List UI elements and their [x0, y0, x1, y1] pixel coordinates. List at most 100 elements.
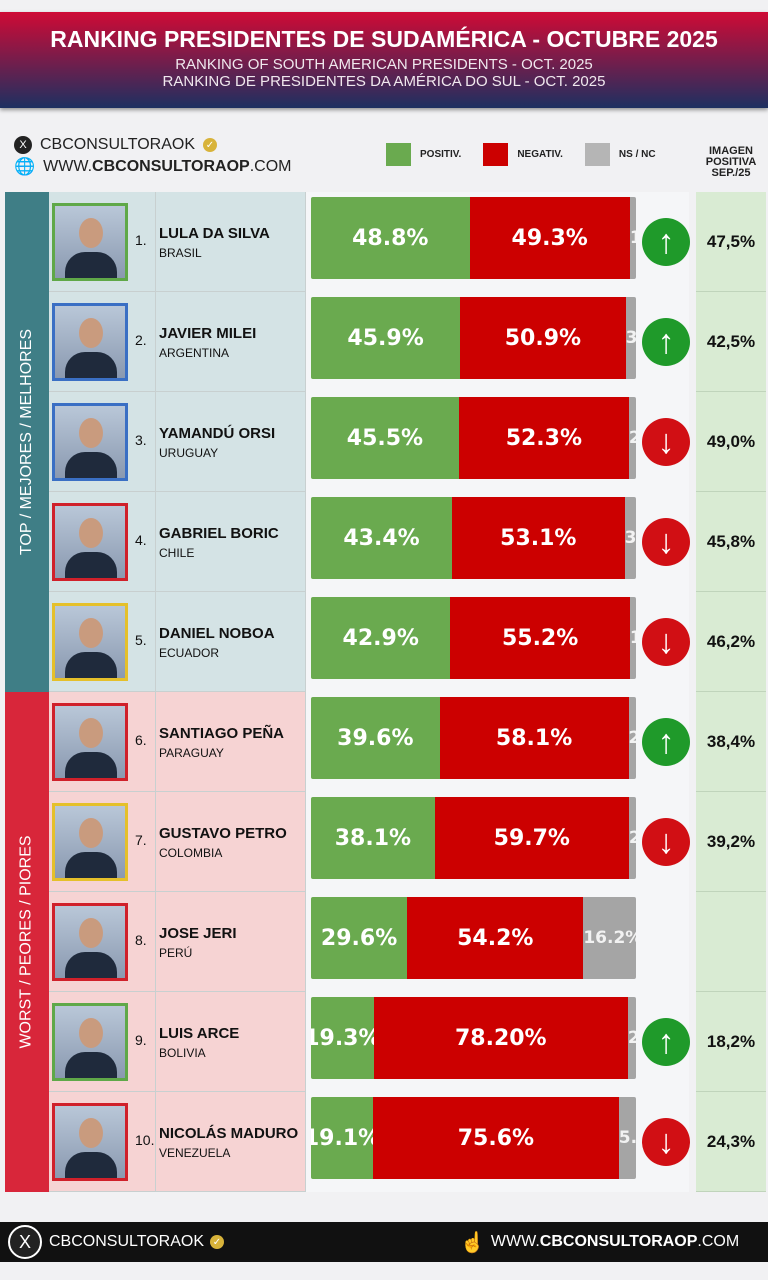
bar-positive: 45.5% — [311, 397, 459, 479]
previous-positive-image: 49,0% — [696, 392, 766, 492]
rank-number: 10. — [135, 1132, 155, 1148]
bar-negative: 55.2% — [450, 597, 630, 679]
president-name: LUIS ARCE — [159, 1025, 240, 1042]
x-logo-icon: X — [14, 136, 32, 154]
label-nsnc: 1.9% — [629, 628, 636, 648]
label-negative: 78.20% — [454, 1025, 547, 1051]
label-nsnc: 2.5% — [627, 1028, 636, 1048]
approval-bar: 45.5% 52.3% 2.2% — [311, 397, 636, 479]
bar-nsnc: 2.5% — [627, 997, 636, 1079]
label-negative: 55.2% — [501, 625, 579, 651]
bar-nsnc: 16.2% — [583, 897, 636, 979]
rank-number: 7. — [135, 832, 147, 848]
previous-positive-image: 39,2% — [696, 792, 766, 892]
bar-negative: 53.1% — [452, 497, 625, 579]
legend-swatch-positive — [386, 143, 411, 166]
bar-nsnc: 2.2% — [628, 397, 636, 479]
country: BRASIL — [159, 246, 202, 260]
verified-icon: ✓ — [210, 1235, 224, 1249]
approval-bar: 39.6% 58.1% 2.3% — [311, 697, 636, 779]
label-nsnc: 5.3% — [618, 1128, 636, 1148]
legend-nsnc: NS / NC — [618, 149, 656, 160]
label-positive: 29.6% — [320, 925, 398, 951]
bar-negative: 59.7% — [434, 797, 629, 879]
president-name: GUSTAVO PETRO — [159, 825, 287, 842]
legend-swatch-negative — [483, 143, 509, 166]
label-nsnc: 2.2% — [628, 828, 636, 848]
website-link[interactable]: WWW.CBCONSULTORAOP.COM — [43, 158, 292, 175]
president-name: JAVIER MILEI — [159, 325, 257, 342]
approval-bar: 29.6% 54.2% 16.2% — [311, 897, 636, 979]
group-top-label: TOP / MEJORES / MELHORES — [5, 192, 49, 692]
verified-icon: ✓ — [203, 138, 217, 152]
bar-nsnc: 3.5% — [624, 497, 636, 579]
table-row: 6. SANTIAGO PEÑA PARAGUAY 39.6% 58.1% 2.3… — [49, 692, 768, 792]
legend-negative: NEGATIV. — [517, 149, 563, 160]
x-handle[interactable]: CBCONSULTORAOK — [40, 136, 195, 153]
trend-down-icon: ↓ — [642, 418, 690, 466]
president-photo — [52, 403, 128, 481]
country: VENEZUELA — [159, 1146, 231, 1160]
rank-number: 1. — [135, 232, 147, 248]
country: CHILE — [159, 546, 195, 560]
president-photo — [52, 803, 128, 881]
label-nsnc: 3.2% — [625, 328, 636, 348]
bar-negative: 75.6% — [373, 1097, 619, 1179]
footer: X CBCONSULTORAOK ✓ ☝ WWW.CBCONSULTORAOP.… — [0, 1222, 768, 1262]
president-photo — [52, 1103, 128, 1181]
label-positive: 19.1% — [311, 1125, 381, 1151]
president-name: NICOLÁS MADURO — [159, 1125, 299, 1142]
label-nsnc: 3.5% — [624, 528, 636, 548]
rank-number: 8. — [135, 932, 147, 948]
label-positive: 43.4% — [343, 525, 420, 551]
president-name: JOSE JERI — [159, 925, 237, 942]
approval-bar: 48.8% 49.3% 1.9% — [311, 197, 636, 279]
country: URUGUAY — [159, 446, 219, 460]
x-logo-icon: X — [8, 1225, 42, 1259]
bar-positive: 29.6% — [311, 897, 408, 979]
trend-up-icon: ↑ — [642, 1018, 690, 1066]
approval-bar: 38.1% 59.7% 2.2% — [311, 797, 636, 879]
bar-nsnc: 2.3% — [628, 697, 636, 779]
country: ECUADOR — [159, 646, 220, 660]
label-negative: 59.7% — [493, 825, 570, 851]
label-positive: 39.6% — [337, 725, 414, 751]
label-nsnc: 16.2% — [583, 928, 636, 948]
previous-positive-image: 42,5% — [696, 292, 766, 392]
country: PERÚ — [159, 946, 193, 960]
label-nsnc: 1.9% — [629, 228, 636, 248]
president-photo — [52, 1003, 128, 1081]
rank-number: 5. — [135, 632, 147, 648]
bar-positive: 43.4% — [311, 497, 453, 579]
trend-down-icon: ↓ — [642, 518, 690, 566]
approval-bar: 42.9% 55.2% 1.9% — [311, 597, 636, 679]
label-negative: 58.1% — [495, 725, 573, 751]
bar-positive: 19.3% — [311, 997, 381, 1079]
bar-negative: 78.20% — [373, 997, 628, 1079]
bar-negative: 54.2% — [407, 897, 584, 979]
bar-negative: 58.1% — [439, 697, 629, 779]
title-banner: RANKING PRESIDENTES DE SUDAMÉRICA - OCTU… — [0, 12, 768, 108]
table-row: 4. GABRIEL BORIC CHILE 43.4% 53.1% 3.5% ↓… — [49, 492, 768, 592]
president-name: GABRIEL BORIC — [159, 525, 279, 542]
footer-x-handle[interactable]: CBCONSULTORAOK — [49, 1233, 204, 1250]
label-negative: 53.1% — [500, 525, 577, 551]
president-name: YAMANDÚ ORSI — [159, 425, 276, 442]
bar-positive: 19.1% — [311, 1097, 380, 1179]
approval-bar: 19.1% 75.6% 5.3% — [311, 1097, 636, 1179]
social-info: X CBCONSULTORAOK ✓ 🌐 WWW.CBCONSULTORAOP.COM — [14, 134, 291, 178]
footer-website-link[interactable]: WWW.CBCONSULTORAOP.COM — [490, 1233, 740, 1250]
trend-down-icon: ↓ — [642, 618, 690, 666]
approval-bar: 45.9% 50.9% 3.2% — [311, 297, 636, 379]
bar-nsnc: 1.9% — [629, 597, 636, 679]
country: ARGENTINA — [159, 346, 230, 360]
label-positive: 42.9% — [342, 625, 419, 651]
bar-negative: 50.9% — [460, 297, 626, 379]
legend-positive: POSITIV. — [420, 149, 462, 160]
label-positive: 38.1% — [334, 825, 412, 851]
trend-down-icon: ↓ — [642, 1118, 690, 1166]
rank-number: 9. — [135, 1032, 147, 1048]
president-name: DANIEL NOBOA — [159, 625, 275, 642]
